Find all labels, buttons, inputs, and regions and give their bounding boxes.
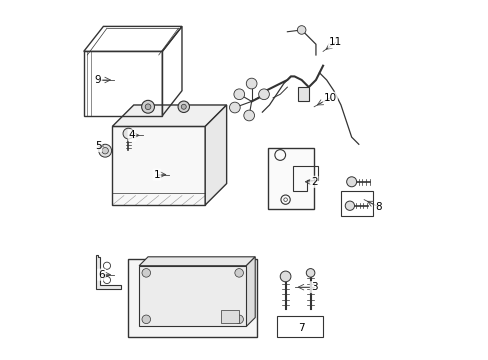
Bar [340, 191, 372, 216]
Text: 2: 2 [310, 177, 317, 187]
Text: 9: 9 [95, 75, 101, 85]
Bar [128, 258, 257, 337]
Bar [221, 310, 239, 323]
Polygon shape [246, 257, 255, 327]
Circle shape [142, 269, 150, 277]
Text: 6: 6 [98, 270, 105, 280]
Circle shape [229, 102, 240, 113]
Circle shape [345, 201, 354, 210]
Text: 4: 4 [128, 130, 135, 140]
Polygon shape [112, 105, 226, 126]
Circle shape [297, 26, 305, 34]
Circle shape [181, 104, 186, 109]
Text: 3: 3 [310, 282, 317, 292]
Text: 1: 1 [153, 170, 160, 180]
Bar [276, 316, 323, 337]
Circle shape [305, 269, 314, 277]
Circle shape [123, 128, 134, 139]
Text: 10: 10 [323, 93, 336, 103]
Polygon shape [205, 105, 226, 205]
Text: 8: 8 [374, 202, 381, 212]
Bar [267, 148, 313, 208]
Circle shape [258, 89, 269, 100]
Circle shape [234, 315, 243, 324]
Text: 11: 11 [328, 37, 342, 48]
Text: 7: 7 [298, 323, 305, 333]
Circle shape [234, 269, 243, 277]
Circle shape [280, 271, 290, 282]
Circle shape [142, 100, 154, 113]
Polygon shape [298, 87, 308, 102]
Polygon shape [139, 266, 246, 327]
Circle shape [178, 101, 189, 112]
Circle shape [233, 89, 244, 100]
Polygon shape [96, 255, 121, 289]
Polygon shape [112, 126, 205, 205]
Circle shape [142, 315, 150, 324]
Polygon shape [139, 257, 255, 266]
Text: 5: 5 [95, 141, 101, 151]
Circle shape [246, 78, 257, 89]
Circle shape [102, 148, 108, 154]
Circle shape [244, 110, 254, 121]
Circle shape [145, 104, 151, 110]
Circle shape [346, 177, 356, 187]
Circle shape [99, 144, 111, 157]
